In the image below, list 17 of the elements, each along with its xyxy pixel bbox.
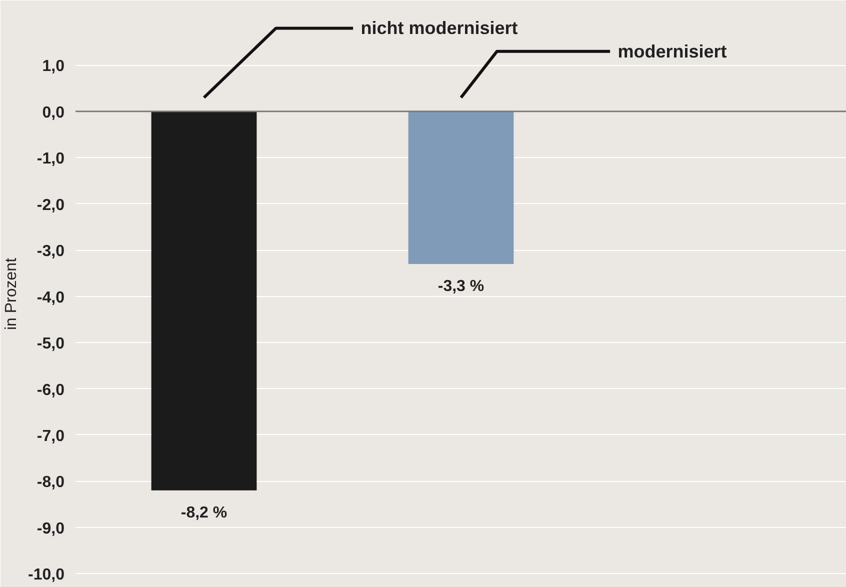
y-tick-label: -6,0 <box>36 382 65 399</box>
y-tick-label: -1,0 <box>36 150 65 168</box>
y-tick-label: 1,0 <box>42 58 65 76</box>
y-tick-label: -5,0 <box>36 336 65 353</box>
y-tick-label: 0,0 <box>42 104 65 122</box>
annotation: nicht modernisiert <box>360 18 518 38</box>
annotation: modernisiert <box>618 41 727 62</box>
y-tick-label: -7,0 <box>36 428 65 445</box>
y-axis-title: in Prozent <box>3 257 20 330</box>
y-tick-label: -3,0 <box>36 243 65 260</box>
y-tick-label: -4,0 <box>36 289 65 306</box>
y-tick-label: -2,0 <box>36 196 65 214</box>
y-tick-label: -10,0 <box>28 566 65 584</box>
y-tick-label: -9,0 <box>36 520 65 538</box>
data-label: -3,3 % <box>438 278 484 295</box>
data-label: -8,2 % <box>180 504 228 522</box>
y-tick-label: -8,0 <box>36 474 65 492</box>
